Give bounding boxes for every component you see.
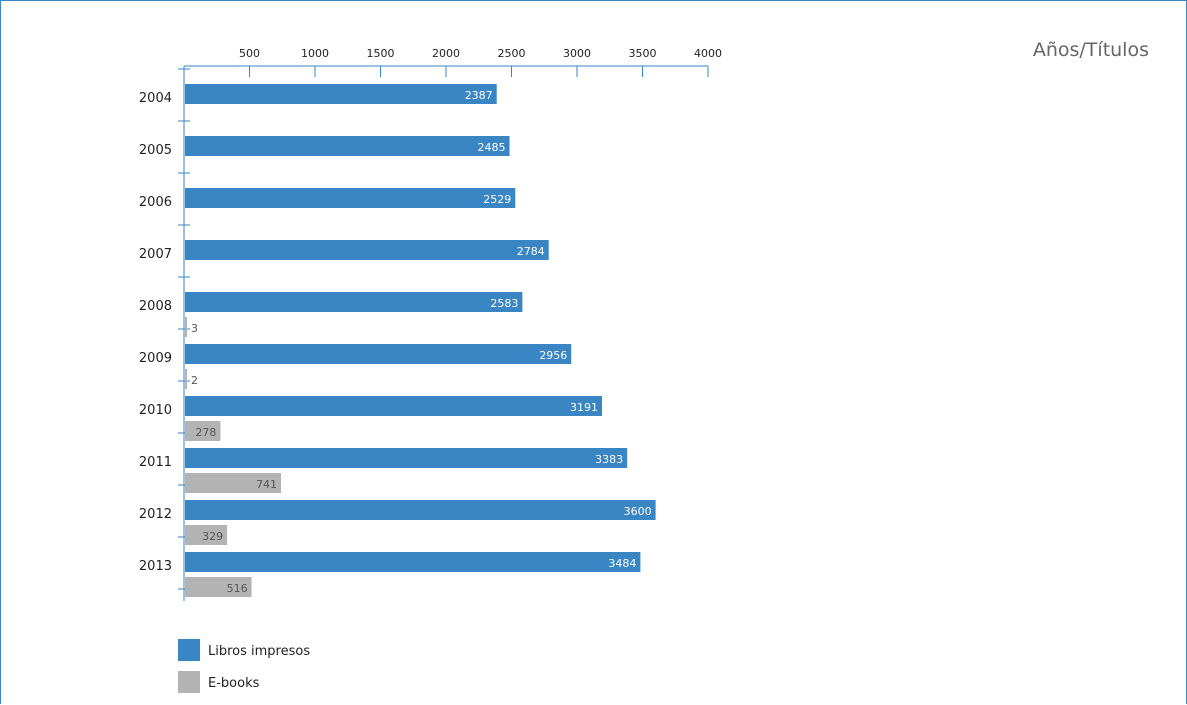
x-tick-label: 500 (239, 47, 260, 60)
bar-e-books (185, 577, 252, 597)
x-tick-label: 1000 (301, 47, 329, 60)
x-tick-label: 4000 (694, 47, 722, 60)
bar-libros-impresos (185, 344, 572, 364)
bar-value-label: 2956 (539, 349, 567, 362)
year-label: 2012 (139, 507, 172, 522)
bar-value-label: 516 (227, 582, 248, 595)
bar-value-label: 2387 (465, 89, 493, 102)
x-tick-label: 3500 (629, 47, 657, 60)
x-tick-label: 2500 (498, 47, 526, 60)
bar-value-label: 329 (202, 530, 223, 543)
bar-value-label: 278 (195, 426, 216, 439)
x-tick-label: 1500 (367, 47, 395, 60)
bar-libros-impresos (185, 84, 497, 104)
x-tick-label: 3000 (563, 47, 591, 60)
year-label: 2011 (139, 455, 172, 470)
bar-e-books (185, 473, 282, 493)
year-label: 2008 (139, 299, 172, 314)
bar-libros-impresos (185, 552, 641, 572)
bar-value-label: 3484 (608, 557, 636, 570)
year-label: 2007 (139, 247, 172, 262)
year-label: 2005 (139, 143, 172, 158)
bar-libros-impresos (185, 500, 656, 520)
legend-swatch-libros-impresos (178, 639, 200, 661)
bar-value-label: 2529 (483, 193, 511, 206)
x-tick-label: 2000 (432, 47, 460, 60)
y-ticks (178, 68, 190, 590)
bar-libros-impresos (185, 396, 603, 416)
bar-value-label: 3 (191, 322, 198, 335)
bar-value-label: 2784 (517, 245, 545, 258)
legend-swatch-e-books (178, 671, 200, 693)
bar-libros-impresos (185, 448, 628, 468)
bar-e-books (185, 317, 187, 337)
bar-value-label: 3383 (595, 453, 623, 466)
legend-label-e-books: E-books (208, 676, 260, 691)
year-label: 2006 (139, 195, 172, 210)
bar-e-books (185, 369, 187, 389)
x-ticks: 500 1000 1500 2000 2500 3000 3500 4000 (239, 47, 722, 77)
year-label: 2013 (139, 559, 172, 574)
chart-title: Años/Títulos (1033, 39, 1149, 61)
bars-group: 2004 2387 2005 2485 2006 2529 2007 2784 2008 2583… (139, 84, 656, 597)
bar-value-label: 3191 (570, 401, 598, 414)
bar-value-label: 2583 (490, 297, 518, 310)
bar-value-label: 2485 (478, 141, 506, 154)
bar-libros-impresos (185, 188, 516, 208)
year-label: 2004 (139, 91, 172, 106)
bar-libros-impresos (185, 240, 549, 260)
legend: Libros impresos E-books (178, 639, 310, 693)
year-label: 2009 (139, 351, 172, 366)
bar-value-label: 741 (256, 478, 277, 491)
bar-e-books (185, 525, 228, 545)
bar-value-label: 3600 (624, 505, 652, 518)
bar-e-books (185, 421, 221, 441)
bar-value-label: 2 (191, 374, 198, 387)
legend-label-libros-impresos: Libros impresos (208, 644, 310, 659)
bar-libros-impresos (185, 136, 510, 156)
bar-libros-impresos (185, 292, 523, 312)
year-label: 2010 (139, 403, 172, 418)
